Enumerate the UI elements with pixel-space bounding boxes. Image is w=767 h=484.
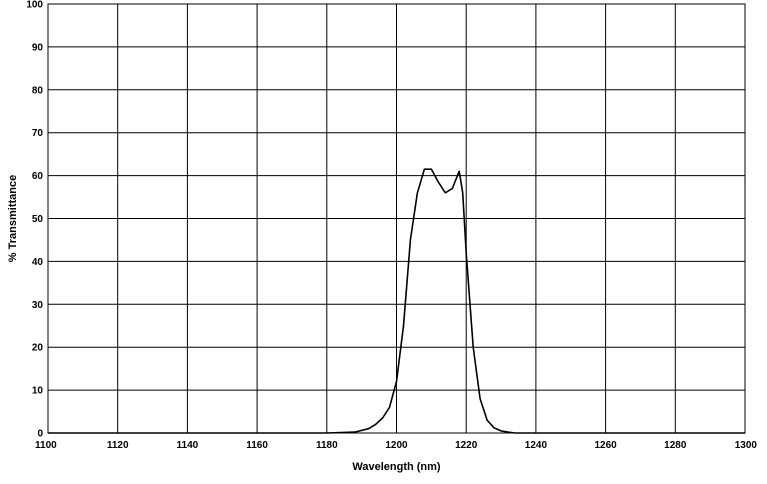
y-tick-label: 50 [32,214,44,225]
y-axis-label: % Transmittance [7,175,19,262]
y-tick-label: 30 [32,300,44,311]
x-tick-label: 1120 [107,440,129,451]
grid [47,3,746,434]
x-tick-label: 1160 [246,440,268,451]
y-tick-label: 40 [32,257,44,268]
x-axis-ticks: 1100 1120 1140 1160 1180 1200 1220 1240 1260 1280… [35,440,757,451]
y-tick-label: 90 [32,42,44,53]
y-tick-label: 60 [32,171,44,182]
x-tick-label: 1220 [455,440,478,451]
y-tick-label: 80 [32,85,44,96]
y-tick-label: 100 [26,0,43,11]
x-tick-label: 1100 [35,440,57,451]
x-tick-label: 1260 [594,440,617,451]
y-tick-label: 10 [32,386,44,397]
x-tick-label: 1180 [316,440,338,451]
y-tick-label: 20 [32,343,44,354]
plot-frame [47,3,746,434]
y-tick-label: 70 [32,128,44,139]
x-tick-label: 1140 [177,440,199,451]
y-axis-ticks: 0 10 20 30 40 50 60 70 80 90 100 [26,0,43,440]
x-tick-label: 1280 [664,440,687,451]
x-tick-label: 1200 [385,440,408,451]
series-line-0 [48,168,745,434]
x-tick-label: 1300 [735,440,758,451]
series-layer [48,168,745,434]
x-tick-label: 1240 [525,440,548,451]
x-axis-label: Wavelength (nm) [352,461,441,473]
y-tick-label: 0 [37,429,43,440]
